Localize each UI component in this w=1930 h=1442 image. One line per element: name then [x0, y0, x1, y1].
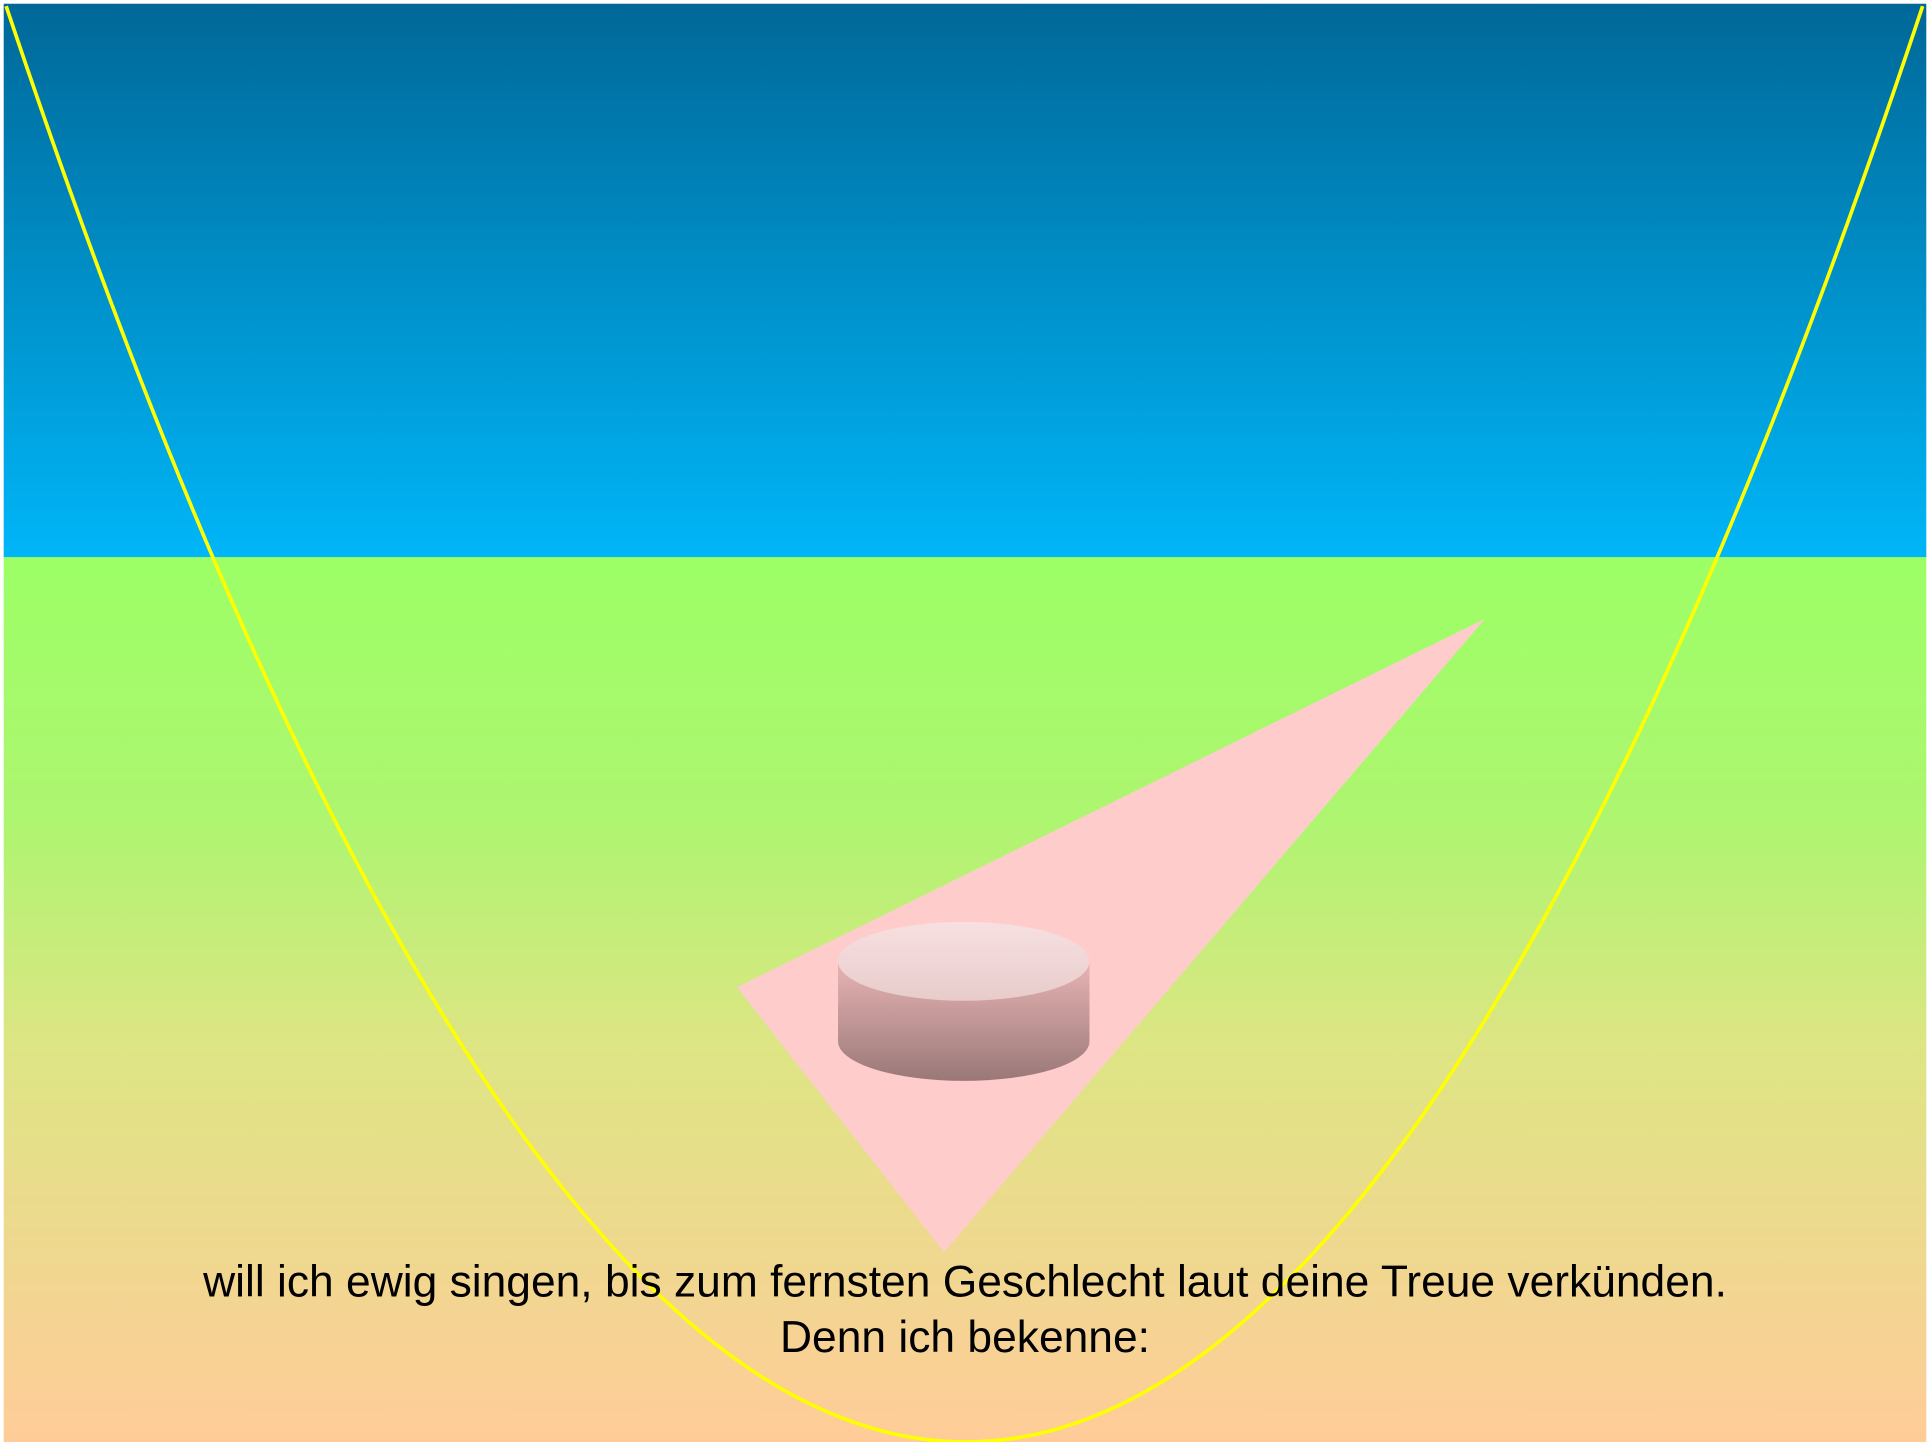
- sky: [4, 4, 1927, 559]
- text-line: will ich ewig singen, bis zum fernsten G…: [202, 1258, 1727, 1307]
- cylinder: [838, 922, 1089, 1081]
- text-line: Denn ich bekenne:: [780, 1313, 1150, 1362]
- cylinder-top: [838, 922, 1089, 1001]
- slide: will ich ewig singen, bis zum fernsten G…: [0, 0, 1930, 1442]
